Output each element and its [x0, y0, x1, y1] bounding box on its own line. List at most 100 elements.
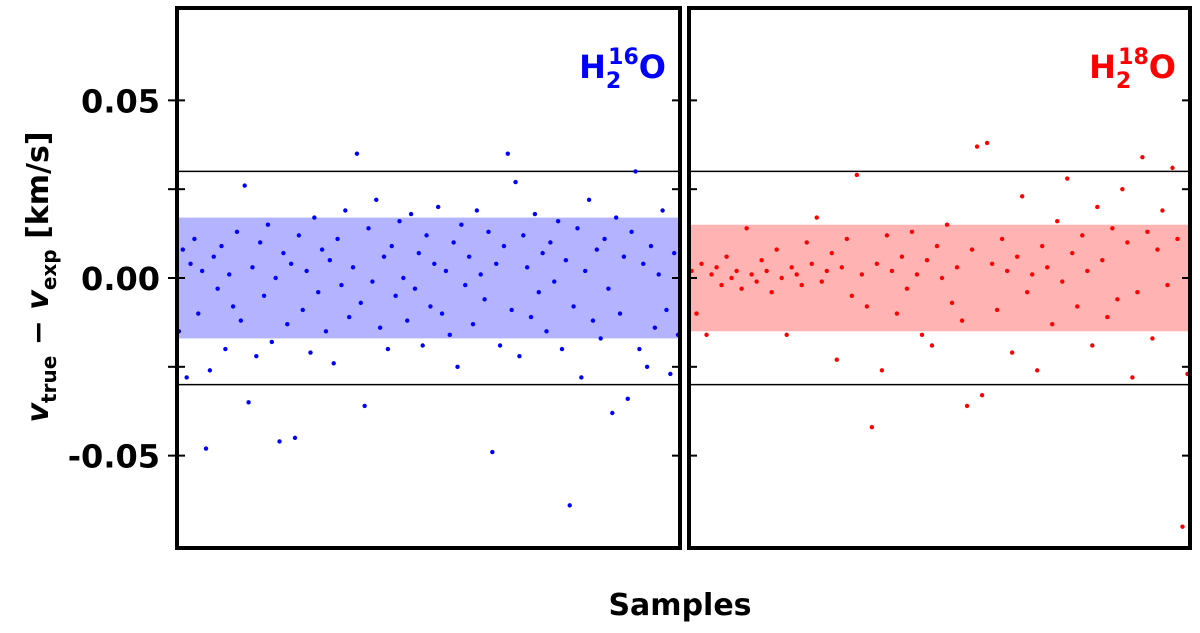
data-point: [420, 343, 425, 348]
data-point: [521, 233, 526, 238]
data-point: [281, 250, 286, 256]
y-label-v1: v: [21, 402, 56, 423]
data-point: [859, 272, 865, 277]
data-point: [734, 268, 739, 274]
data-point: [227, 272, 232, 277]
data-point: [405, 318, 410, 323]
data-point: [377, 325, 383, 330]
data-point: [914, 272, 920, 277]
data-point: [401, 275, 406, 281]
data-point: [637, 346, 642, 352]
data-point: [641, 261, 646, 266]
data-point: [192, 236, 197, 242]
data-point: [829, 250, 834, 256]
data-point: [939, 275, 945, 281]
std-band: [689, 224, 1190, 332]
data-point: [1019, 194, 1025, 199]
std-band: [177, 217, 680, 339]
data-point: [300, 307, 305, 313]
data-point: [849, 293, 855, 298]
data-point: [1095, 204, 1100, 210]
data-point: [989, 261, 995, 266]
data-point: [919, 332, 925, 338]
data-point: [474, 208, 480, 213]
data-point: [362, 403, 367, 409]
data-point: [1155, 247, 1160, 252]
data-point: [744, 226, 749, 231]
data-point: [784, 332, 789, 338]
data-point: [739, 286, 744, 291]
data-point: [199, 268, 205, 274]
data-point: [358, 300, 363, 306]
y-axis-label: vtrue − vexp [km/s]: [21, 131, 61, 422]
data-point: [323, 329, 329, 334]
data-point: [254, 353, 259, 359]
data-point: [188, 261, 193, 266]
data-point: [1180, 524, 1185, 529]
data-point: [242, 183, 247, 188]
data-point: [824, 268, 829, 274]
data-point: [408, 211, 414, 217]
data-point: [555, 218, 561, 224]
data-point: [789, 265, 794, 270]
data-point: [884, 233, 890, 238]
data-point: [316, 290, 321, 295]
data-point: [749, 272, 754, 277]
data-point: [598, 336, 603, 341]
data-point: [606, 286, 611, 291]
data-point: [964, 403, 970, 409]
data-point: [466, 254, 472, 259]
data-point: [1135, 290, 1140, 295]
data-point: [625, 396, 630, 401]
data-point: [794, 272, 799, 277]
data-point: [435, 204, 441, 210]
data-point: [929, 343, 935, 348]
data-point: [1160, 208, 1165, 213]
y-tick-label: 0.05: [81, 82, 160, 120]
data-point: [350, 265, 356, 270]
data-point: [1014, 254, 1020, 259]
data-point: [1165, 282, 1170, 288]
data-point: [331, 361, 336, 366]
data-point: [769, 290, 774, 295]
y-label-sub-true: true: [37, 356, 61, 403]
data-point: [668, 371, 673, 377]
data-point: [844, 236, 850, 242]
data-point: [381, 254, 387, 259]
data-point: [894, 311, 900, 316]
data-point: [610, 410, 615, 416]
data-point: [459, 222, 464, 227]
data-point: [211, 254, 216, 259]
data-point: [994, 307, 1000, 313]
data-point: [575, 226, 580, 231]
data-point: [1045, 265, 1050, 270]
data-point: [250, 265, 255, 270]
data-point: [1040, 243, 1045, 249]
panel-label-label_end: O: [1149, 48, 1176, 86]
y-tick-label: -0.05: [68, 438, 160, 476]
panel-label-label_end: O: [639, 48, 666, 86]
y-label-v2: v: [21, 289, 56, 310]
data-point: [335, 236, 340, 242]
data-point: [524, 265, 530, 270]
data-point: [594, 247, 600, 252]
data-point: [1024, 290, 1030, 295]
data-point: [470, 321, 476, 327]
data-point: [1110, 226, 1115, 231]
data-point: [215, 286, 220, 291]
y-label-sub-exp: exp: [37, 249, 61, 290]
data-point: [412, 286, 418, 291]
data-point: [455, 364, 460, 370]
data-point: [969, 247, 975, 252]
data-point: [536, 290, 541, 295]
data-point: [366, 226, 371, 231]
data-point: [904, 286, 910, 291]
data-point: [1050, 321, 1055, 327]
data-point: [346, 314, 352, 320]
data-point: [343, 208, 348, 213]
data-point: [699, 261, 704, 266]
data-point: [984, 140, 990, 146]
data-point: [234, 229, 240, 235]
data-point: [180, 247, 186, 252]
